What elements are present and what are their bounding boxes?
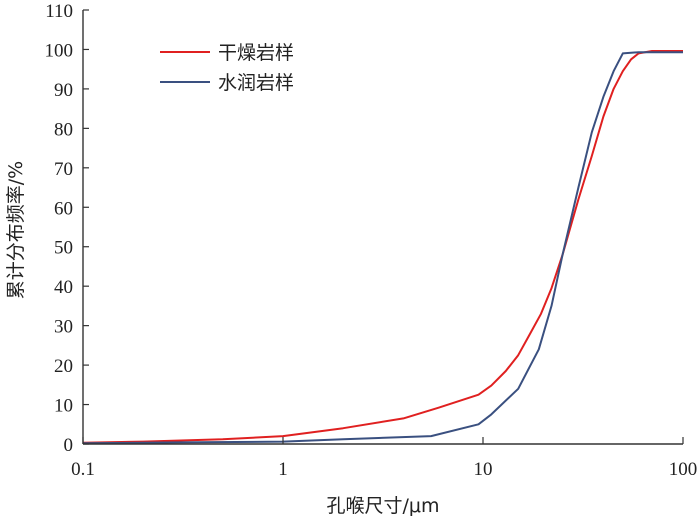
legend-label-1: 干燥岩样 bbox=[218, 42, 294, 64]
y-tick-label: 110 bbox=[45, 1, 73, 22]
x-tick-label: 10 bbox=[474, 459, 493, 480]
y-tick-label: 100 bbox=[45, 40, 74, 61]
y-tick-label: 10 bbox=[54, 396, 73, 417]
x-tick-label: 1 bbox=[278, 459, 288, 480]
y-tick-label: 80 bbox=[54, 119, 73, 140]
series-line-1 bbox=[82, 50, 683, 444]
x-tick-label: 0.1 bbox=[71, 459, 95, 480]
y-tick-label: 30 bbox=[54, 317, 73, 338]
y-tick-label: 90 bbox=[54, 80, 73, 101]
series-line-2 bbox=[82, 51, 683, 445]
y-tick-label: 60 bbox=[54, 198, 73, 219]
y-tick-label: 20 bbox=[54, 356, 73, 377]
y-tick-label: 50 bbox=[54, 238, 73, 259]
x-tick-label: 100 bbox=[669, 459, 698, 480]
legend-label-2: 水润岩样 bbox=[218, 72, 294, 94]
x-axis-title: 孔喉尺寸/μm bbox=[327, 495, 440, 517]
y-tick-label: 0 bbox=[64, 435, 74, 456]
y-tick-label: 40 bbox=[54, 277, 73, 298]
y-axis-title: 累计分布频率/% bbox=[5, 161, 27, 299]
y-tick-label: 70 bbox=[54, 159, 73, 180]
